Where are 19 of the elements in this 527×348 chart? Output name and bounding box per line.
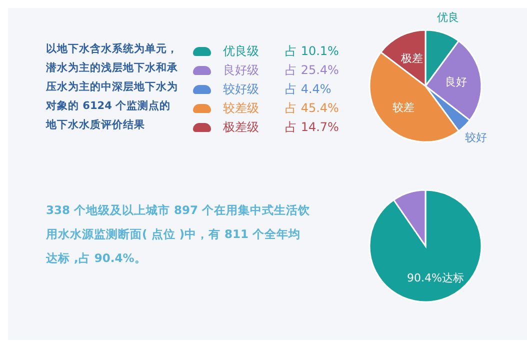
data-label: 占 4.4% xyxy=(285,81,332,98)
data-label: 占 14.7% xyxy=(285,119,339,136)
data-label: 占 10.1% xyxy=(285,43,339,60)
legend-label: 较好级 xyxy=(223,81,260,98)
text: 以地下水含水系统为单元，潜水为主的浅层地下水和承压水为主的中深层地下水为对象的 6124 个监测点的地下水水质评价结果 xyxy=(46,42,179,133)
legend-label: 良好级 xyxy=(223,62,260,79)
slice-label: 90.4%达标 xyxy=(407,272,464,285)
text: 338 个地级及以上城市 897 个在用集中式生活饮用水水源监测断面( 点位 )中，有 811 个全年均达标 ,占 90.4%。 xyxy=(46,202,311,267)
text: 良好 xyxy=(445,75,468,88)
legend-label: 优良级 xyxy=(223,43,260,60)
data-label: 占 25.4% xyxy=(285,62,339,79)
text: 较差 xyxy=(392,101,415,114)
pie-slice xyxy=(368,189,482,303)
text: 优良 xyxy=(436,11,459,24)
legend-label: 较差级 xyxy=(223,100,260,117)
text: 较好 xyxy=(464,131,487,144)
text: 极差 xyxy=(400,52,423,65)
legend-label: 极差级 xyxy=(223,119,260,136)
data-label: 占 45.4% xyxy=(285,100,339,117)
